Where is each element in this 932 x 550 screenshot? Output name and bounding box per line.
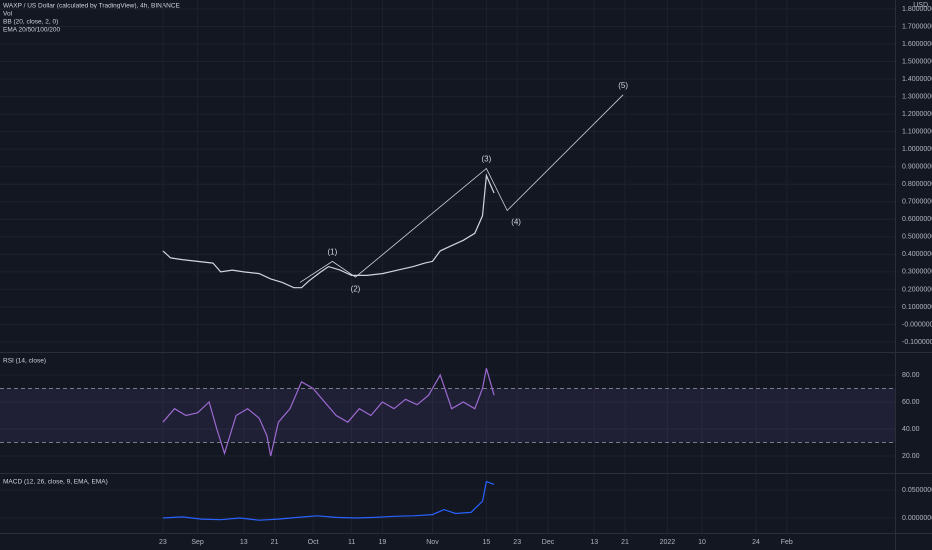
y-tick-label: 0.10000000 (902, 304, 932, 311)
y-tick-label: 0.60000000 (902, 216, 932, 223)
series-line (162, 480, 495, 521)
indicator-label: BB (20, close, 2, 0) (3, 19, 58, 26)
x-tick-label: Nov (426, 539, 439, 546)
wave-label: (2) (351, 284, 361, 293)
x-tick-label: 10 (698, 539, 706, 546)
y-tick-label: 20.00 (902, 453, 920, 460)
y-tick-label: 0.30000000 (902, 269, 932, 276)
x-tick-label: Feb (781, 539, 793, 546)
x-tick-label: 13 (590, 539, 598, 546)
y-tick-label: 1.30000000 (902, 93, 932, 100)
y-tick-label: 0.05000000 (902, 487, 932, 494)
y-tick-label: 1.40000000 (902, 76, 932, 83)
y-tick-label: 40.00 (902, 426, 920, 433)
x-tick-label: 21 (621, 539, 629, 546)
rsi-title: RSI (14, close) (3, 358, 46, 365)
indicator-label: Vol (3, 11, 13, 18)
y-tick-label: -0.10000000 (902, 339, 932, 346)
series-line (162, 368, 495, 457)
wave-label: (5) (618, 81, 628, 90)
x-tick-label: Sep (191, 539, 204, 546)
y-tick-label: 1.00000000 (902, 146, 932, 153)
wave-label: (1) (327, 247, 337, 256)
y-tick-label: 1.60000000 (902, 41, 932, 48)
y-tick-label: 0.20000000 (902, 286, 932, 293)
x-tick-label: 19 (379, 539, 387, 546)
x-tick-label: 13 (240, 539, 248, 546)
y-tick-label: 1.80000000 (902, 6, 932, 13)
y-tick-label: 0.90000000 (902, 164, 932, 171)
x-tick-label: 24 (752, 539, 760, 546)
x-tick-label: 23 (159, 539, 167, 546)
y-tick-label: 80.00 (902, 372, 920, 379)
currency-label: USD (913, 2, 928, 9)
x-tick-label: Oct (308, 539, 319, 546)
elliott-wave (299, 94, 624, 283)
macd-title: MACD (12, 26, close, 9, EMA, EMA) (3, 479, 108, 486)
x-tick-label: 21 (271, 539, 279, 546)
indicator-label: EMA 20/50/100/200 (3, 27, 60, 34)
y-tick-label: 0.70000000 (902, 199, 932, 206)
y-tick-label: 60.00 (902, 399, 920, 406)
y-tick-label: 1.20000000 (902, 111, 932, 118)
x-tick-label: Dec (542, 539, 555, 546)
wave-label: (3) (482, 155, 492, 164)
x-tick-label: 15 (482, 539, 490, 546)
y-tick-label: 0.50000000 (902, 234, 932, 241)
x-tick-label: 11 (348, 539, 355, 546)
y-tick-label: -0.00000000 (902, 321, 932, 328)
x-tick-label: 2022 (660, 539, 676, 546)
y-tick-label: 1.70000000 (902, 23, 932, 30)
y-tick-label: 0.40000000 (902, 251, 932, 258)
y-tick-label: 0.80000000 (902, 181, 932, 188)
series-line (162, 173, 495, 289)
x-tick-label: 23 (513, 539, 521, 546)
chart-title: WAXP / US Dollar (calculated by TradingV… (3, 3, 181, 10)
y-tick-label: 1.10000000 (902, 128, 932, 135)
y-tick-label: 0.00000000 (902, 515, 932, 522)
y-tick-label: 1.50000000 (902, 58, 932, 65)
wave-label: (4) (511, 218, 521, 227)
